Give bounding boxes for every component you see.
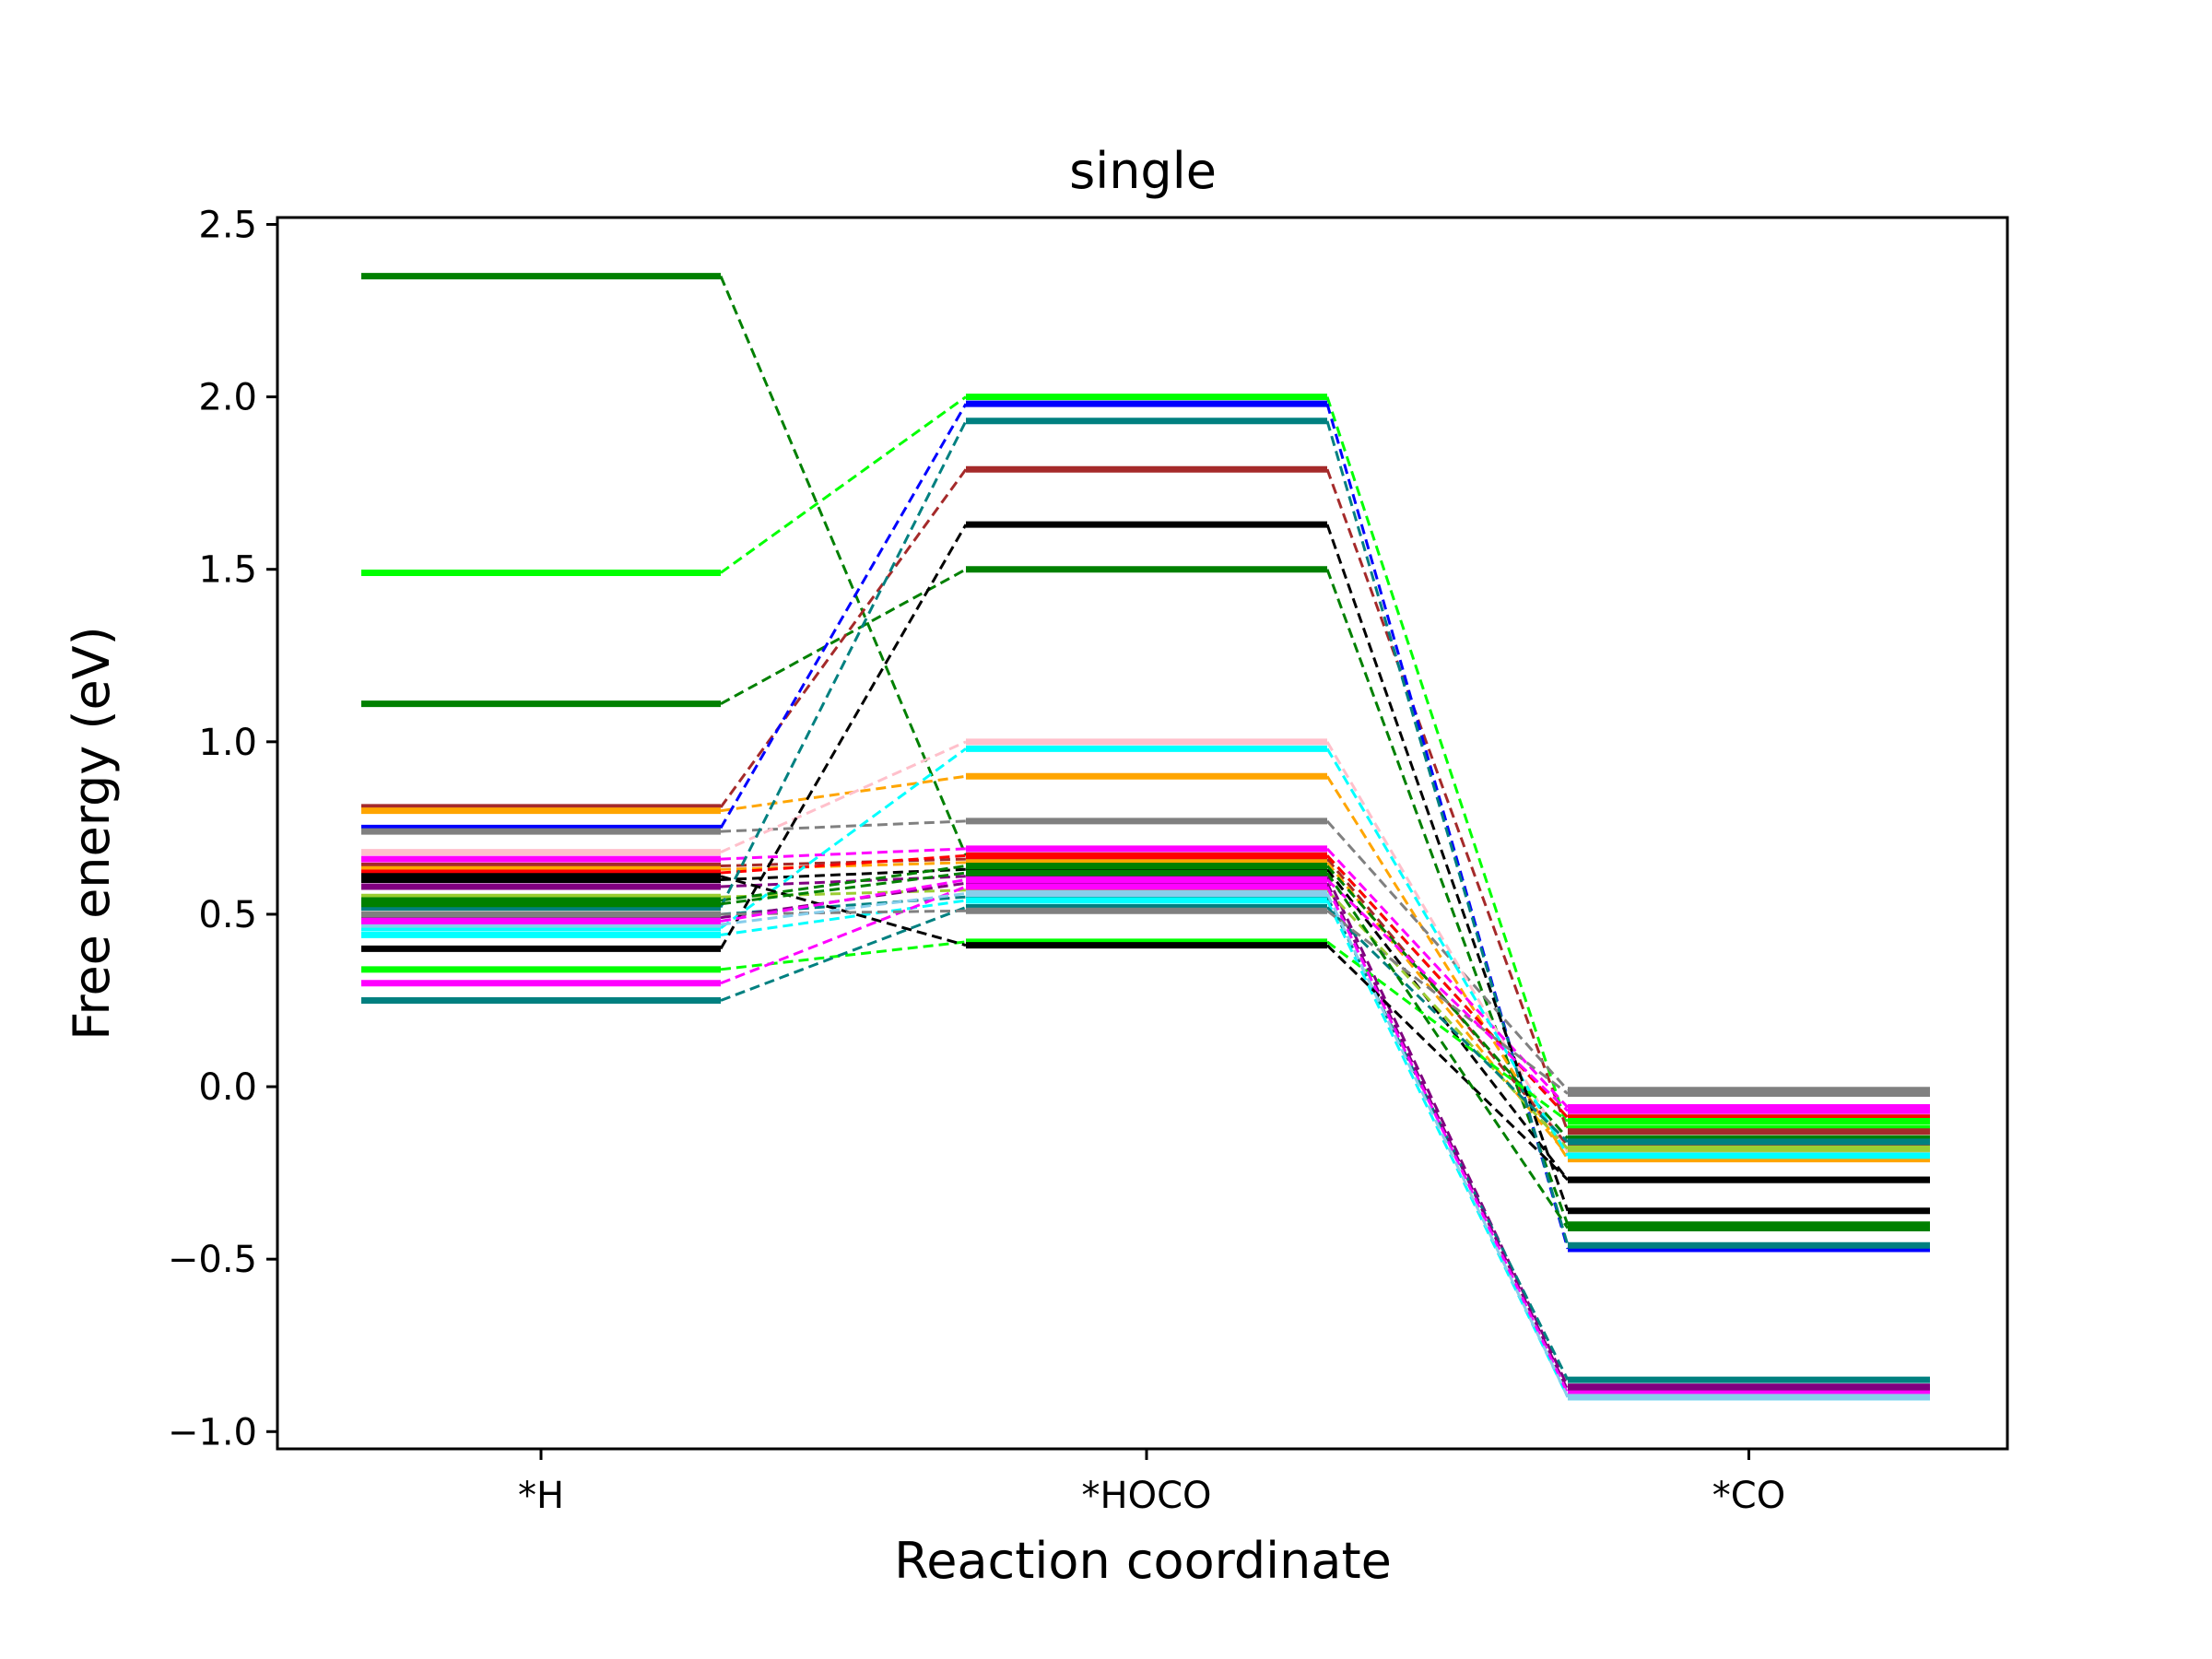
y-tick-label: −1.0 — [168, 1411, 257, 1453]
series-28 — [361, 889, 1930, 1401]
series-9-connector-1 — [720, 847, 967, 861]
series-26 — [361, 873, 1930, 1183]
y-tick-label: 1.0 — [198, 722, 257, 764]
series-30-connector-2 — [1325, 872, 1570, 1230]
series-7-connector-1 — [720, 819, 967, 833]
y-tick-label: 2.0 — [198, 377, 257, 419]
series-6-connector-2 — [1325, 403, 1570, 1250]
y-tick-label: 1.5 — [198, 549, 257, 592]
series-3 — [361, 566, 1930, 1229]
series-11-connector-1 — [720, 861, 967, 871]
series-4 — [361, 465, 1930, 1135]
series-10 — [361, 855, 1930, 1149]
x-axis: *H *HOCO *CO — [518, 1449, 1785, 1517]
series-29 — [361, 877, 1930, 1114]
series-15-connector-2 — [1325, 888, 1570, 1150]
series-4-connector-1 — [719, 468, 968, 808]
series-9-connector-2 — [1325, 847, 1570, 1109]
series-14-connector-2 — [1325, 876, 1570, 1388]
series-13-connector-2 — [1325, 868, 1570, 1182]
y-axis-label: Free energy (eV) — [63, 626, 121, 1040]
series-8 — [361, 738, 1930, 1156]
y-tick-label: 2.5 — [198, 204, 257, 246]
series-4-connector-2 — [1325, 468, 1570, 1133]
series-10-connector-1 — [720, 857, 967, 868]
series-28-connector-1 — [720, 892, 967, 926]
series-30-connector-1 — [720, 871, 967, 906]
series-22-connector-1 — [719, 524, 968, 950]
series-30 — [361, 869, 1930, 1231]
series-6-connector-1 — [719, 403, 968, 830]
series-8-connector-1 — [720, 740, 967, 853]
series-29-connector-2 — [1325, 878, 1570, 1112]
x-tick-label: *H — [518, 1475, 564, 1517]
series-17 — [361, 418, 1930, 1249]
series-2-connector-2 — [1325, 396, 1570, 1129]
series-3-connector-2 — [1325, 569, 1570, 1226]
y-tick-label: 0.0 — [198, 1066, 257, 1109]
series-2 — [361, 394, 1930, 1132]
series-14 — [361, 873, 1930, 1391]
series-6 — [361, 400, 1930, 1253]
x-tick-label: *CO — [1712, 1475, 1785, 1517]
series-26-connector-1 — [720, 875, 967, 947]
series-25-connector-2 — [1325, 906, 1570, 1144]
chart-title: single — [1069, 142, 1217, 200]
y-tick-label: 0.5 — [198, 894, 257, 936]
series-16-connector-1 — [720, 865, 967, 902]
series-21-connector-1 — [720, 899, 967, 936]
y-tick-label: −0.5 — [168, 1239, 257, 1281]
series-23-connector-1 — [720, 940, 967, 971]
series-9 — [361, 845, 1930, 1112]
series-19-connector-1 — [720, 881, 967, 920]
series-27 — [361, 907, 1930, 1098]
series-29-connector-1 — [720, 878, 967, 923]
series-19 — [361, 879, 1930, 1394]
series-layer — [361, 273, 1930, 1401]
series-17-connector-2 — [1325, 420, 1570, 1246]
series-25-connector-1 — [720, 906, 967, 1002]
series-12 — [361, 852, 1930, 1122]
series-12-connector-1 — [720, 853, 967, 875]
series-22 — [361, 521, 1930, 1215]
x-axis-label: Reaction coordinate — [894, 1532, 1392, 1590]
x-tick-label: *HOCO — [1082, 1475, 1212, 1517]
series-27-connector-2 — [1326, 910, 1569, 1095]
series-2-connector-1 — [720, 395, 967, 574]
series-7 — [361, 818, 1930, 1094]
series-25 — [361, 903, 1930, 1146]
series-8-connector-2 — [1325, 741, 1570, 1153]
series-21-connector-2 — [1325, 900, 1570, 1398]
series-24-connector-1 — [720, 885, 967, 985]
series-24 — [361, 883, 1930, 1397]
plot-frame — [276, 216, 2009, 1451]
series-26-connector-2 — [1325, 944, 1570, 1182]
series-17-connector-1 — [719, 420, 968, 909]
series-20-connector-2 — [1325, 747, 1570, 1157]
series-22-connector-2 — [1325, 524, 1570, 1212]
series-27-connector-1 — [720, 909, 967, 916]
series-7-connector-2 — [1325, 819, 1570, 1091]
series-12-connector-2 — [1325, 854, 1570, 1119]
series-5-connector-1 — [720, 774, 967, 813]
y-axis: −1.0 −0.5 0.0 0.5 1.0 1.5 2.0 2.5 — [168, 204, 277, 1453]
